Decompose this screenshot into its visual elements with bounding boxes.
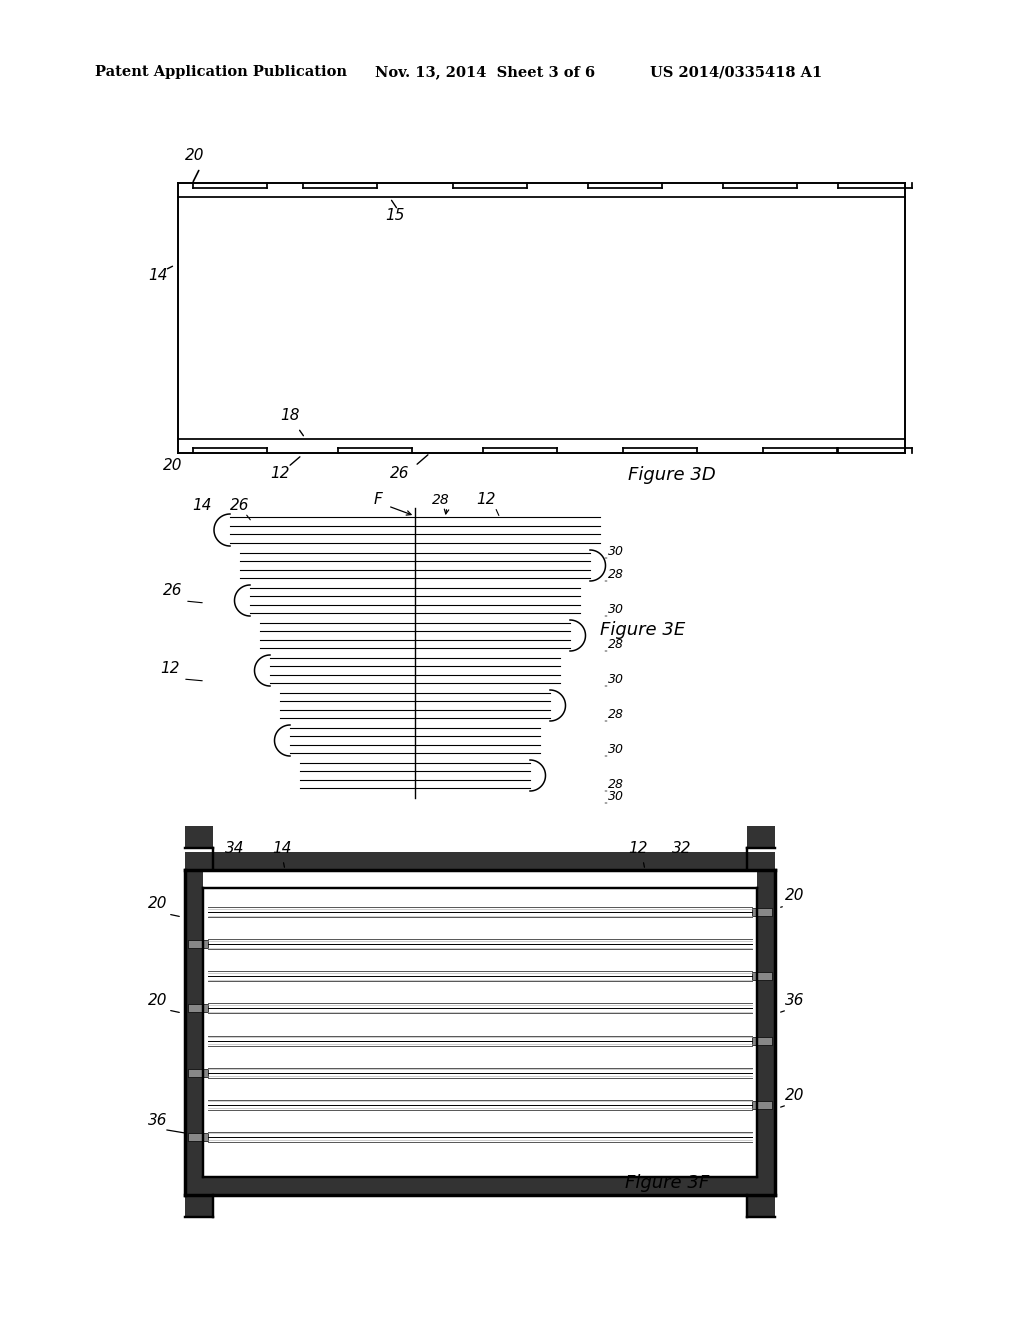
Text: US 2014/0335418 A1: US 2014/0335418 A1 (650, 65, 822, 79)
Text: 28: 28 (608, 777, 624, 791)
Text: 12: 12 (476, 492, 496, 507)
Text: 28: 28 (608, 638, 624, 651)
Text: 14: 14 (193, 498, 212, 513)
Bar (752, 1036, 772, 1044)
Text: 30: 30 (608, 603, 624, 616)
Text: 20: 20 (785, 888, 805, 903)
Text: 20: 20 (785, 1088, 805, 1104)
Bar (185, 1195, 213, 1217)
Text: F: F (374, 492, 383, 507)
Text: Figure 3D: Figure 3D (628, 466, 716, 484)
Bar (185, 870, 203, 1195)
Text: 20: 20 (148, 896, 168, 911)
Text: 14: 14 (272, 841, 292, 855)
Bar (188, 1133, 208, 1140)
Text: 26: 26 (163, 583, 182, 598)
Text: 30: 30 (608, 545, 624, 558)
Text: Figure 3F: Figure 3F (625, 1173, 710, 1192)
Text: 30: 30 (608, 743, 624, 756)
Text: 12: 12 (270, 466, 290, 480)
Text: 32: 32 (672, 841, 691, 855)
Text: Patent Application Publication: Patent Application Publication (95, 65, 347, 79)
Text: 28: 28 (432, 492, 450, 507)
Text: 36: 36 (148, 1113, 168, 1129)
Text: 36: 36 (785, 993, 805, 1008)
Text: 20: 20 (163, 458, 182, 473)
Text: 18: 18 (280, 408, 299, 422)
Text: 30: 30 (608, 673, 624, 686)
Text: 34: 34 (225, 841, 245, 855)
Bar (746, 826, 775, 847)
Text: 15: 15 (385, 209, 404, 223)
Bar (185, 826, 213, 847)
Bar (746, 1195, 775, 1217)
Text: Figure 3E: Figure 3E (600, 620, 685, 639)
Bar (752, 973, 772, 981)
Text: 30: 30 (608, 789, 624, 803)
Text: 20: 20 (185, 148, 205, 162)
Bar (185, 851, 775, 870)
Bar (752, 1101, 772, 1109)
Text: 26: 26 (230, 498, 250, 513)
Bar (188, 940, 208, 948)
Text: 28: 28 (608, 568, 624, 581)
Text: 26: 26 (390, 466, 410, 480)
Text: 14: 14 (148, 268, 168, 282)
Bar (757, 870, 775, 1195)
Text: Nov. 13, 2014  Sheet 3 of 6: Nov. 13, 2014 Sheet 3 of 6 (375, 65, 595, 79)
Text: 12: 12 (628, 841, 647, 855)
Text: 28: 28 (608, 708, 624, 721)
Bar (188, 1069, 208, 1077)
Bar (188, 1005, 208, 1012)
Bar (752, 908, 772, 916)
Text: 20: 20 (148, 993, 168, 1008)
Text: 12: 12 (160, 661, 179, 676)
Bar (185, 1177, 775, 1195)
